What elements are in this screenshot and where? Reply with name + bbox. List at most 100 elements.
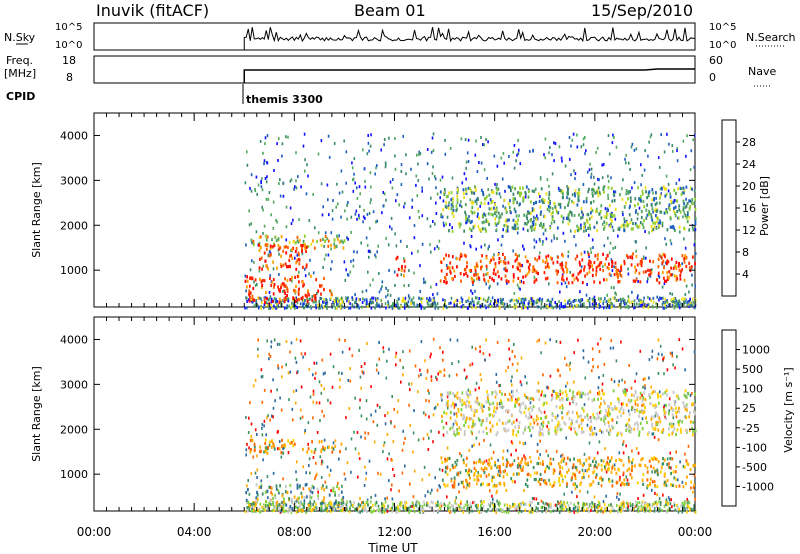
data-cell	[532, 398, 535, 402]
data-cell	[452, 507, 455, 511]
data-cell	[289, 441, 292, 445]
data-cell	[624, 224, 627, 228]
data-cell	[661, 508, 663, 512]
data-cell	[521, 301, 524, 305]
data-cell	[475, 202, 478, 206]
data-cell	[349, 367, 351, 370]
data-cell	[298, 508, 300, 512]
data-cell	[290, 253, 292, 258]
data-cell	[527, 260, 529, 264]
data-cell	[294, 304, 297, 308]
data-cell	[285, 135, 287, 139]
data-cell	[550, 239, 553, 243]
data-cell	[289, 370, 291, 374]
data-cell	[647, 191, 650, 195]
data-cell	[478, 510, 480, 514]
data-cell	[531, 221, 534, 225]
data-cell	[543, 305, 545, 309]
data-cell	[455, 304, 458, 308]
data-cell	[583, 452, 586, 456]
data-cell	[487, 298, 489, 302]
data-cell	[284, 277, 286, 281]
data-cell	[627, 299, 629, 303]
y-tick-label: 4000	[60, 129, 88, 142]
data-cell	[420, 373, 422, 377]
data-cell	[281, 375, 283, 379]
data-cell	[485, 195, 488, 199]
data-cell	[602, 510, 604, 514]
data-cell	[262, 306, 265, 310]
data-cell	[630, 145, 633, 149]
data-cell	[691, 255, 694, 259]
data-cell	[259, 445, 262, 449]
data-cell	[625, 301, 628, 305]
data-cell	[482, 352, 485, 356]
data-cell	[538, 199, 541, 203]
data-cell	[298, 218, 300, 221]
data-cell	[674, 304, 677, 308]
data-cell	[492, 450, 495, 454]
data-cell	[295, 338, 298, 341]
data-cell	[613, 190, 615, 194]
data-cell	[509, 209, 512, 214]
data-cell	[329, 401, 332, 405]
data-cell	[511, 390, 513, 394]
data-cell	[292, 444, 295, 448]
data-cell	[543, 271, 546, 275]
data-cell	[359, 406, 361, 410]
data-cell	[395, 257, 398, 261]
data-cell	[560, 156, 563, 160]
data-cell	[544, 260, 547, 264]
data-cell	[366, 510, 368, 514]
data-cell	[533, 280, 536, 284]
data-cell	[507, 339, 510, 342]
data-cell	[657, 508, 660, 512]
data-cell	[358, 457, 361, 461]
data-cell	[500, 300, 502, 304]
data-cell	[573, 235, 575, 238]
data-cell	[429, 224, 432, 228]
data-cell	[272, 292, 275, 296]
data-cell	[248, 446, 250, 450]
data-cell	[663, 187, 666, 191]
data-cell	[649, 482, 651, 486]
data-cell	[426, 162, 429, 166]
data-cell	[464, 503, 467, 507]
data-cell	[539, 297, 541, 301]
data-cell	[320, 450, 322, 454]
data-cell	[663, 211, 666, 215]
data-cell	[273, 338, 276, 342]
data-cell	[669, 195, 672, 199]
data-cell	[467, 388, 470, 392]
data-cell	[388, 136, 390, 140]
data-cell	[284, 444, 287, 448]
data-cell	[516, 283, 519, 287]
data-cell	[270, 345, 272, 349]
data-cell	[382, 450, 384, 454]
data-cell	[384, 161, 387, 165]
data-cell	[617, 268, 620, 272]
data-cell	[303, 298, 305, 302]
data-cell	[539, 223, 541, 227]
data-cell	[593, 175, 595, 179]
data-cell	[601, 222, 604, 226]
data-cell	[417, 162, 419, 166]
data-cell	[264, 259, 267, 263]
data-cell	[498, 192, 501, 196]
data-cell	[418, 153, 420, 157]
data-cell	[447, 507, 449, 510]
data-cell	[466, 375, 468, 379]
data-cell	[669, 192, 671, 196]
data-cell	[353, 501, 355, 504]
data-cell	[592, 268, 594, 272]
data-cell	[257, 296, 260, 300]
data-cell	[673, 188, 676, 192]
data-cell	[340, 215, 342, 219]
data-cell	[384, 497, 386, 501]
nave-tick-bottom: 0	[709, 71, 716, 84]
data-cell	[619, 272, 621, 276]
data-cell	[585, 200, 588, 204]
data-cell	[261, 426, 263, 430]
data-cell	[492, 484, 495, 488]
data-cell	[579, 290, 581, 294]
